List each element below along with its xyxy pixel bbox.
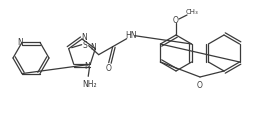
Text: N: N [81,33,87,42]
Text: N: N [17,38,23,47]
Text: N: N [84,61,90,70]
Text: N: N [91,43,96,52]
Text: O: O [173,15,179,24]
Text: NH₂: NH₂ [82,79,97,88]
Text: O: O [197,80,203,89]
Text: CH₃: CH₃ [186,9,198,15]
Text: HN: HN [125,31,137,40]
Text: O: O [106,64,112,73]
Text: S: S [82,41,87,50]
